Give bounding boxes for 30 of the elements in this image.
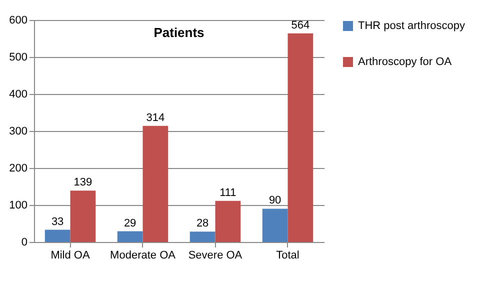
y-tick-label: 400 (9, 88, 28, 100)
y-tick-label: 300 (9, 126, 28, 138)
y-tick-label: 500 (9, 52, 28, 64)
y-tick-label: 200 (9, 162, 28, 174)
x-tick-label: Total (276, 250, 300, 262)
data-label: 564 (291, 19, 310, 32)
data-label: 28 (196, 218, 209, 230)
bar (288, 33, 314, 242)
data-label: 111 (220, 186, 236, 199)
x-tick-label: Mild OA (50, 250, 90, 262)
bar (70, 190, 96, 242)
legend-label: THR post arthroscopy (358, 20, 466, 32)
bar (215, 200, 241, 242)
data-label: 33 (51, 216, 64, 228)
bar (190, 232, 216, 242)
bar (142, 126, 168, 242)
data-label: 139 (74, 176, 92, 189)
data-label: 29 (124, 217, 136, 230)
data-label: 314 (146, 112, 165, 124)
y-tick-label: 100 (9, 200, 28, 212)
data-label: 90 (268, 194, 282, 207)
bar (262, 208, 288, 242)
y-tick-label: 600 (9, 14, 28, 26)
chart-title: Patients (154, 25, 204, 40)
x-tick-label: Severe OA (188, 250, 243, 262)
x-tick-label: Moderate OA (110, 250, 176, 262)
bar (117, 231, 143, 242)
legend-label: Arthroscopy for OA (358, 56, 452, 68)
y-tick-label: 0 (21, 236, 28, 248)
bar (44, 230, 70, 242)
